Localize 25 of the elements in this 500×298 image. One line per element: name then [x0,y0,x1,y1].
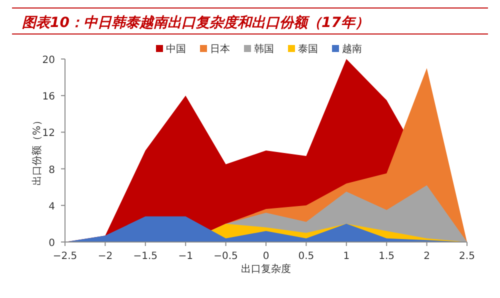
y-tick-label: 8 [48,164,55,176]
legend-label: 中国 [166,43,186,55]
y-tick-label: 0 [48,238,55,249]
x-tick-label: −2.5 [52,251,78,262]
x-tick-label: −0.5 [214,251,238,262]
x-tick-label: 1.5 [378,251,395,262]
chart-title: 图表10：中日韩泰越南出口复杂度和出口份额（17年） [22,14,369,31]
y-axis-title: 出口份额（%） [31,116,43,186]
x-tick-label: 1 [343,251,350,262]
legend-label: 越南 [342,43,362,55]
x-tick-label: 2 [424,251,430,262]
y-tick-label: 20 [42,55,55,66]
y-tick-label: 16 [42,92,55,103]
x-tick-label: 2.5 [459,251,475,262]
x-tick-label: 0 [262,251,270,262]
x-tick-label: 0.5 [298,251,314,262]
x-tick-label: −2 [98,251,113,262]
y-tick-label: 4 [48,201,55,212]
x-tick-label: −1 [178,251,193,262]
x-axis-title: 出口复杂度 [241,263,291,275]
legend-label: 泰国 [298,44,318,55]
y-tick-label: 12 [42,128,55,140]
legend-label: 韩国 [254,43,274,55]
legend-label: 日本 [210,43,230,55]
x-tick-label: −1.5 [133,251,158,262]
